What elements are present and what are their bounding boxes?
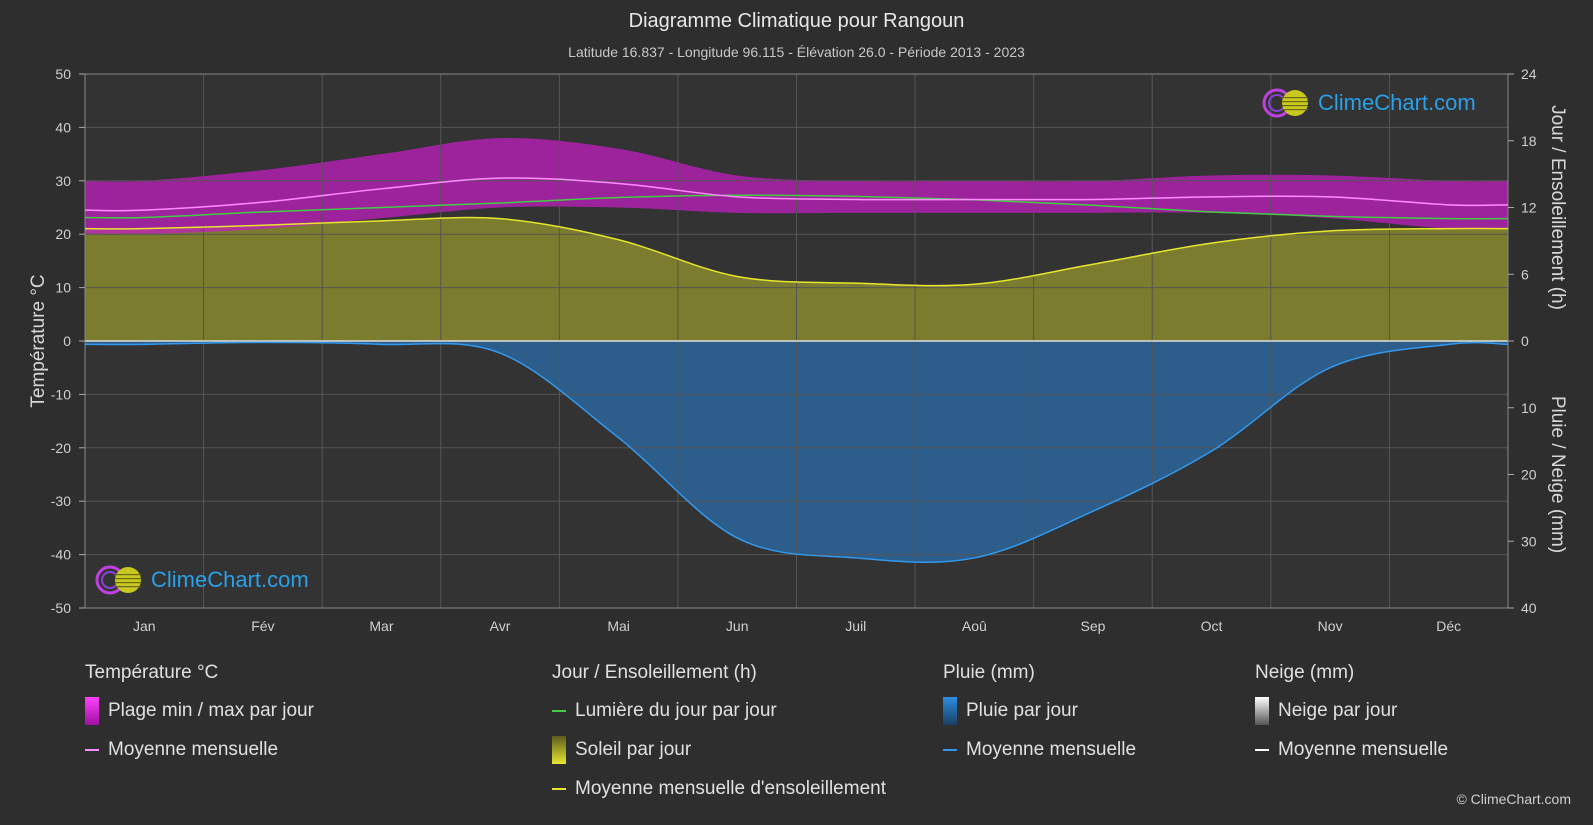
brand-logo-bottom[interactable]: ClimeChart.com — [95, 565, 309, 595]
y-left-tick-label: -10 — [51, 386, 71, 402]
sunshine-mean-swatch — [552, 788, 566, 790]
x-tick-label-9: Oct — [1201, 618, 1223, 634]
x-tick-label-7: Aoû — [962, 618, 987, 634]
rain-mean-swatch — [943, 749, 957, 751]
y-left-tick-label: 10 — [55, 280, 71, 296]
x-tick-label-1: Fév — [251, 618, 274, 634]
y-left-tick-label: 50 — [55, 66, 71, 82]
legend-temperature: Température °C Plage min / max par jour … — [85, 662, 314, 776]
daylight-swatch — [552, 710, 566, 712]
y-right-mm-tick-label: 40 — [1521, 600, 1537, 616]
legend-item-rain-mean: Moyenne mensuelle — [943, 737, 1136, 763]
legend-rain-mean-label: Moyenne mensuelle — [966, 739, 1137, 760]
y-left-tick-label: 0 — [63, 333, 71, 349]
brand-logo-icon — [1262, 88, 1308, 118]
brand-logo-icon — [95, 565, 141, 595]
legend-temp-mean-label: Moyenne mensuelle — [108, 739, 279, 760]
legend-temp-range-label: Plage min / max par jour — [108, 700, 314, 721]
y-left-tick-label: -20 — [51, 440, 71, 456]
brand-logo-text: ClimeChart.com — [151, 567, 309, 592]
snow-swatch — [1255, 697, 1269, 725]
y-right-hours-axis-title: Jour / Ensoleillement (h) — [1547, 105, 1568, 310]
temp-range-swatch — [85, 697, 99, 725]
y-left-tick-label: 40 — [55, 119, 71, 135]
y-right-hours-tick-label: 24 — [1521, 66, 1537, 82]
legend-item-daylight: Lumière du jour par jour — [552, 698, 886, 724]
legend-temperature-header: Température °C — [85, 662, 219, 683]
y-right-hours-tick-label: 6 — [1521, 266, 1529, 282]
rain-swatch — [943, 697, 957, 725]
brand-logo-top[interactable]: ClimeChart.com — [1262, 88, 1476, 118]
legend-item-snow-mean: Moyenne mensuelle — [1255, 737, 1448, 763]
y-left-axis-title: Température °C — [28, 274, 49, 407]
x-tick-label-8: Sep — [1080, 618, 1105, 634]
y-left-tick-label: -40 — [51, 547, 71, 563]
temp-mean-line — [84, 177, 1509, 212]
legend-item-temp-range: Plage min / max par jour — [85, 697, 314, 725]
x-tick-label-4: Mai — [607, 618, 630, 634]
daylight-line — [84, 194, 1509, 220]
legend-sunshine-label: Soleil par jour — [575, 739, 692, 760]
brand-logo-text: ClimeChart.com — [1318, 90, 1476, 115]
legend-item-sunshine: Soleil par jour — [552, 736, 886, 764]
x-tick-label-3: Avr — [490, 618, 511, 634]
legend-item-snow-daily: Neige par jour — [1255, 697, 1448, 725]
legend-snow-mean-label: Moyenne mensuelle — [1278, 739, 1449, 760]
y-left-tick-label: 20 — [55, 226, 71, 242]
y-right-mm-axis-title: Pluie / Neige (mm) — [1547, 396, 1568, 553]
y-right-hours-tick-label: 18 — [1521, 133, 1537, 149]
y-left-tick-label: -30 — [51, 493, 71, 509]
x-tick-label-6: Juil — [845, 618, 866, 634]
legend-daylight-label: Lumière du jour par jour — [575, 700, 777, 721]
chart-subtitle: Latitude 16.837 - Longitude 96.115 - Élé… — [568, 44, 1025, 60]
y-right-hours-tick-label: 12 — [1521, 200, 1537, 216]
chart-title: Diagramme Climatique pour Rangoun — [628, 10, 965, 32]
legend-snow-daily-label: Neige par jour — [1278, 700, 1398, 721]
legend-rain-header: Pluie (mm) — [943, 662, 1035, 683]
y-right-mm-tick-label: 30 — [1521, 533, 1537, 549]
y-right-hours-tick-label: 0 — [1521, 333, 1529, 349]
rain-mean-line — [84, 341, 1509, 563]
sunshine-swatch — [552, 736, 566, 764]
x-tick-label-11: Déc — [1436, 618, 1461, 634]
snow-mean-swatch — [1255, 749, 1269, 751]
legend-item-sunshine-mean: Moyenne mensuelle d'ensoleillement — [552, 776, 886, 802]
sunshine-mean-line — [84, 216, 1509, 287]
y-right-mm-tick-label: 20 — [1521, 467, 1537, 483]
x-tick-label-2: Mar — [369, 618, 393, 634]
y-left-tick-label: -50 — [51, 600, 71, 616]
legend-snow-header: Neige (mm) — [1255, 662, 1355, 683]
legend-sun-header: Jour / Ensoleillement (h) — [552, 662, 757, 683]
legend-item-temp-mean: Moyenne mensuelle — [85, 737, 314, 763]
y-left-tick-label: 30 — [55, 173, 71, 189]
legend-snow: Neige (mm) Neige par jour Moyenne mensue… — [1255, 662, 1448, 776]
legend-item-rain-daily: Pluie par jour — [943, 697, 1136, 725]
x-tick-label-10: Nov — [1318, 618, 1343, 634]
x-tick-label-0: Jan — [133, 618, 156, 634]
legend-rain-daily-label: Pluie par jour — [966, 700, 1078, 721]
x-tick-label-5: Jun — [726, 618, 749, 634]
y-right-mm-tick-label: 10 — [1521, 400, 1537, 416]
copyright: © ClimeChart.com — [1456, 791, 1571, 807]
legend-rain: Pluie (mm) Pluie par jour Moyenne mensue… — [943, 662, 1136, 776]
legend-sunshine-mean-label: Moyenne mensuelle d'ensoleillement — [575, 778, 886, 799]
legend-sun: Jour / Ensoleillement (h) Lumière du jou… — [552, 662, 886, 815]
temp-mean-swatch — [85, 749, 99, 751]
